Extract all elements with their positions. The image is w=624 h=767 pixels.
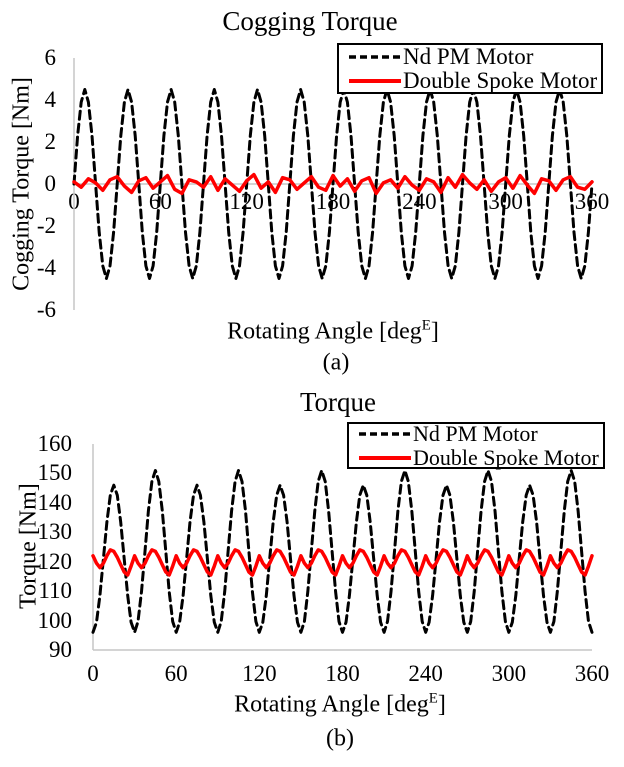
chart-a-title: Cogging Torque xyxy=(222,6,398,36)
y-tick-label: -2 xyxy=(36,213,56,238)
legend-item-double-spoke-motor: Double Spoke Motor xyxy=(341,67,599,93)
y-tick-label: 140 xyxy=(37,489,73,515)
x-axis-label-superscript: E xyxy=(428,690,438,707)
dashed-black-line-sample-icon xyxy=(349,54,401,59)
y-tick-label: 130 xyxy=(37,519,73,545)
x-tick-label: 360 xyxy=(574,661,610,686)
chart-b-legend: Nd PM Motor Double Spoke Motor xyxy=(347,420,605,470)
legend-label: Nd PM Motor xyxy=(413,420,538,446)
y-tick-label: 6 xyxy=(44,45,57,70)
red-line-sample-icon xyxy=(359,455,411,460)
chart-a-legend: Nd PM Motor Double Spoke Motor xyxy=(337,43,603,94)
x-axis-label-superscript: E xyxy=(421,317,431,334)
x-tick-label: 300 xyxy=(491,661,527,686)
y-tick-label: 100 xyxy=(37,607,73,633)
x-tick-label: 60 xyxy=(164,661,188,686)
x-axis-label-text: Rotating Angle [deg xyxy=(234,691,429,718)
y-tick-label: 110 xyxy=(38,578,72,604)
chart-b-title: Torque xyxy=(299,387,377,417)
chart-a-caption: (a) xyxy=(322,349,350,376)
legend-label: Nd PM Motor xyxy=(403,43,534,69)
x-axis-label-bracket: ] xyxy=(430,318,439,345)
y-tick-label: 160 xyxy=(37,431,73,456)
chart-b-caption: (b) xyxy=(326,725,354,752)
legend-item-double-spoke-motor: Double Spoke Motor xyxy=(351,444,601,470)
legend-label: Double Spoke Motor xyxy=(403,67,598,93)
x-axis-label-bracket: ] xyxy=(437,691,446,718)
y-tick-label: 90 xyxy=(49,637,72,662)
y-tick-label: 150 xyxy=(37,460,73,486)
red-line-sample-icon xyxy=(349,78,401,83)
legend-item-nd-pm-motor: Nd PM Motor xyxy=(351,420,601,446)
x-tick-label: 0 xyxy=(87,661,99,686)
chart-b-x-axis-label: Rotating Angle [degE] xyxy=(234,690,446,719)
y-tick-label: 4 xyxy=(44,87,57,112)
y-tick-label: -6 xyxy=(36,297,56,322)
x-tick-label: 240 xyxy=(408,661,443,686)
dashed-black-line-sample-icon xyxy=(359,431,411,436)
chart-a-x-axis-label: Rotating Angle [degE] xyxy=(227,317,439,346)
y-tick-label: 0 xyxy=(44,171,57,196)
y-tick-label: 2 xyxy=(44,129,57,154)
x-tick-label: 180 xyxy=(325,661,360,686)
x-axis-label-text: Rotating Angle [deg xyxy=(227,318,422,345)
x-tick-label: 120 xyxy=(242,661,277,686)
y-tick-label: -4 xyxy=(36,255,56,280)
y-tick-label: 120 xyxy=(37,548,73,574)
legend-label: Double Spoke Motor xyxy=(413,444,599,470)
legend-item-nd-pm-motor: Nd PM Motor xyxy=(341,43,599,69)
